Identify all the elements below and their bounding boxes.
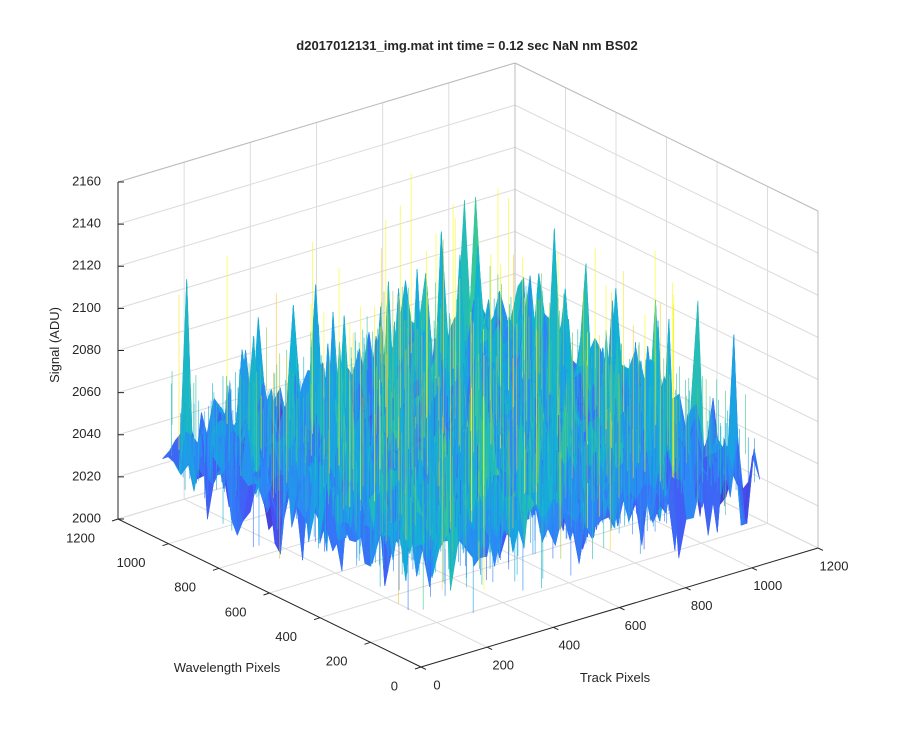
tick-labels: 0 200 400 600 800 1000 1200 0 200 400 600 800 1000 12… [66,173,848,693]
z-tick-label: 2060 [72,384,101,399]
chart-title: d2017012131_img.mat int time = 0.12 sec … [296,38,637,53]
x-tick-mark [817,547,824,551]
z-tick-label: 2160 [72,173,101,188]
side-grid-z [514,104,819,254]
side-grid-z [514,231,819,380]
x-tick-mark [553,626,559,631]
x-tick-label: 1000 [753,578,782,593]
x-tick-label: 600 [625,618,647,633]
x-tick-label: 400 [558,638,580,653]
x-tick-mark [420,666,427,670]
x-tick-mark [685,587,691,591]
z-tick-label: 2100 [72,300,101,315]
y-tick-mark [414,666,422,670]
box-edge [514,62,819,212]
x-tick-mark [486,646,493,651]
y-tick-mark [364,641,371,645]
x-tick-mark [619,607,625,611]
z-tick-label: 2020 [72,468,101,483]
y-tick-mark [111,518,119,522]
y-tick-label: 1200 [66,530,95,545]
z-tick-label: 2120 [72,258,101,273]
y-axis-label: Wavelength Pixels [174,660,281,675]
floor-grid-y [370,522,768,643]
z-axis-label: Signal (ADU) [47,307,62,383]
back-grid-z [117,104,516,225]
y-tick-mark [162,543,169,547]
x-tick-label: 800 [691,598,713,613]
x-tick-label: 0 [433,677,440,692]
side-grid-z [514,188,819,338]
z-tick-label: 2040 [72,426,101,441]
box-edge [117,62,516,183]
y-tick-label: 1000 [117,555,146,570]
back-grid-z [117,231,516,351]
y-tick-mark [263,592,270,596]
y-tick-mark [212,567,220,571]
x-tick-label: 200 [492,658,514,673]
x-axis-label: Track Pixels [580,670,651,685]
y-tick-label: 800 [174,580,196,595]
y-tick-label: 200 [326,654,348,669]
axes [111,181,824,670]
z-tick-label: 2080 [72,342,101,357]
y-tick-mark [313,617,321,621]
y-tick-label: 0 [391,678,398,693]
z-tick-label: 2140 [72,216,101,231]
side-grid-z [514,146,819,296]
surface-plot [162,173,761,614]
back-grid-z [117,146,516,267]
z-tick-label: 2000 [72,510,101,525]
back-grid-z [117,188,516,309]
x-tick-mark [751,567,758,571]
x-tick-label: 1200 [820,558,849,573]
y-tick-label: 400 [275,629,297,644]
y-tick-label: 600 [225,604,247,619]
